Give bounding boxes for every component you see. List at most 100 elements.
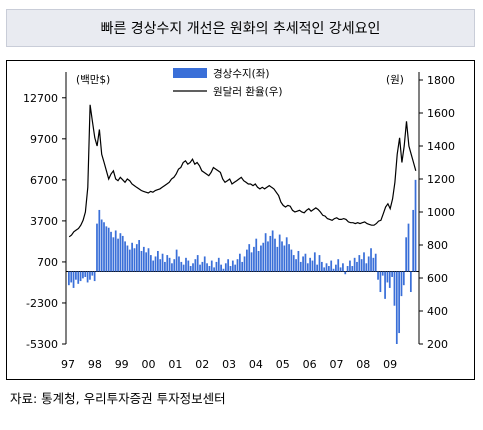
left-tick-label: 9700 <box>30 133 58 146</box>
current-account-bar <box>140 250 143 272</box>
x-tick-label: 07 <box>329 358 343 371</box>
left-tick-label: 3700 <box>30 215 58 228</box>
left-tick-label: 6700 <box>30 174 58 187</box>
current-account-bar <box>337 259 340 272</box>
current-account-bar <box>185 257 187 272</box>
current-account-bar <box>196 255 199 272</box>
current-account-bar <box>278 234 281 272</box>
current-account-bar <box>173 259 176 272</box>
right-tick-label: 200 <box>427 338 448 351</box>
current-account-bar <box>147 248 150 272</box>
left-tick-label: -5300 <box>26 338 58 351</box>
current-account-bar <box>166 255 169 272</box>
current-account-bar <box>393 271 396 306</box>
current-account-bar <box>201 261 204 272</box>
current-account-bar <box>395 271 398 344</box>
current-account-bar <box>77 271 80 284</box>
current-account-bar <box>224 263 227 272</box>
current-account-bar <box>342 263 344 272</box>
current-account-bar <box>243 256 246 272</box>
current-account-bar <box>117 238 119 272</box>
current-account-bar <box>398 271 401 334</box>
current-account-bar <box>320 261 323 272</box>
current-account-bar <box>178 256 180 272</box>
current-account-bar <box>192 263 194 272</box>
x-tick-label: 00 <box>142 358 156 371</box>
current-account-bar <box>126 245 129 272</box>
current-account-bar <box>154 256 157 272</box>
current-account-bar <box>405 237 408 272</box>
current-account-bar <box>409 271 412 293</box>
current-account-bar <box>121 235 124 272</box>
current-account-bar <box>98 209 101 272</box>
current-account-bar <box>91 271 94 276</box>
x-tick-label: 05 <box>276 358 290 371</box>
current-account-bar <box>208 266 211 272</box>
chart-title-box: 빠른 경상수지 개선은 원화의 추세적인 강세요인 <box>6 9 475 47</box>
current-account-bar <box>114 230 117 272</box>
current-account-bar <box>107 227 110 272</box>
current-account-bar <box>297 250 300 272</box>
current-account-bar <box>290 249 293 272</box>
current-account-bar <box>215 261 218 272</box>
current-account-bar <box>276 246 279 272</box>
current-account-bar <box>234 264 237 272</box>
current-account-bar <box>306 263 309 272</box>
right-tick-label: 800 <box>427 239 448 252</box>
current-account-bar <box>412 209 415 272</box>
left-tick-label: 700 <box>37 256 58 269</box>
current-account-bar <box>220 264 222 272</box>
right-tick-label: 600 <box>427 272 448 285</box>
current-account-bar <box>175 249 178 272</box>
current-account-bar <box>96 223 98 272</box>
current-account-bar <box>379 271 382 293</box>
chart-svg: 12700970067003700700-2300-53001800160014… <box>23 67 455 371</box>
current-account-bar <box>295 259 297 272</box>
legend-bar-swatch <box>173 68 207 78</box>
x-tick-label: 08 <box>356 358 370 371</box>
current-account-bar <box>253 246 255 272</box>
current-account-bar <box>316 264 319 272</box>
current-account-bar <box>72 271 75 288</box>
current-account-bar <box>231 260 234 272</box>
current-account-bar <box>133 248 136 272</box>
x-tick-label: 04 <box>249 358 263 371</box>
right-unit-label: (원) <box>386 74 404 86</box>
current-account-bar <box>128 249 131 272</box>
current-account-bar <box>75 271 77 280</box>
current-account-bar <box>318 255 321 272</box>
current-account-bar <box>260 245 262 272</box>
current-account-bar <box>145 252 148 272</box>
exchange-rate-line <box>68 104 417 238</box>
current-account-bar <box>257 250 260 272</box>
current-account-bar <box>152 260 155 272</box>
current-account-bar <box>182 264 185 272</box>
current-account-bar <box>309 257 311 272</box>
current-account-bar <box>267 241 269 272</box>
x-tick-label: 01 <box>168 358 182 371</box>
current-account-bar <box>292 255 295 272</box>
current-account-bar <box>356 261 358 272</box>
chart-frame <box>6 60 475 380</box>
current-account-bar <box>365 263 368 272</box>
current-account-bar <box>187 260 190 272</box>
current-account-bar <box>241 261 244 272</box>
current-account-bar <box>351 266 354 272</box>
current-account-bar <box>402 271 405 286</box>
current-account-bar <box>131 242 133 272</box>
current-account-bar <box>250 252 253 272</box>
left-unit-label: (백만$) <box>76 74 110 86</box>
current-account-bar <box>255 238 258 272</box>
current-account-bar <box>262 242 265 272</box>
current-account-bar <box>157 250 159 272</box>
current-account-bar <box>327 266 330 272</box>
current-account-bar <box>112 237 115 272</box>
current-account-bar <box>391 271 393 277</box>
current-account-bar <box>203 256 206 272</box>
current-account-bar <box>227 259 230 272</box>
current-account-bar <box>360 259 363 272</box>
left-tick-label: -2300 <box>26 297 58 310</box>
current-account-bar <box>246 249 248 272</box>
current-account-bar <box>304 253 307 272</box>
current-account-bar <box>269 235 272 272</box>
